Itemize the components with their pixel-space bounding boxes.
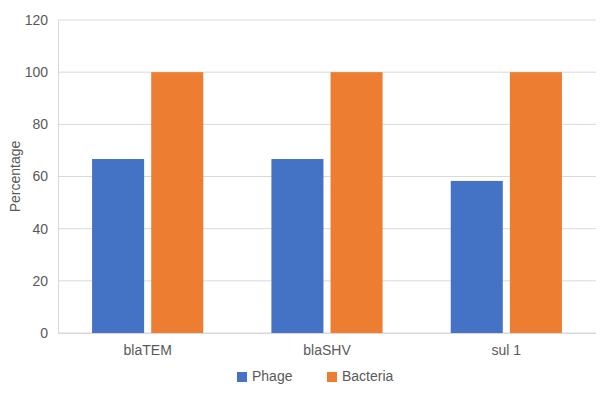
legend-label: Phage — [252, 368, 293, 384]
bar — [92, 159, 144, 333]
y-tick-label: 100 — [25, 64, 49, 80]
x-tick: sul 1 — [492, 333, 522, 358]
y-axis-title: Percentage — [7, 140, 23, 212]
bars — [92, 72, 562, 333]
y-tick: 120 — [25, 12, 58, 28]
y-tick: 40 — [32, 221, 58, 237]
y-tick: 20 — [32, 273, 58, 289]
series — [151, 72, 562, 333]
y-tick: 100 — [25, 64, 58, 80]
chart: 0 20 40 60 80 100 120 blaTEM blaSHV sul 1 Percenta… — [0, 0, 606, 401]
y-tick-label: 40 — [32, 221, 48, 237]
y-axis-line — [58, 21, 59, 334]
x-axis: blaTEM blaSHV sul 1 — [59, 333, 597, 358]
x-tick: blaTEM — [124, 333, 172, 358]
plot-area: 0 20 40 60 80 100 120 blaTEM blaSHV sul 1 — [25, 12, 597, 358]
y-axis: 0 20 40 60 80 100 120 — [25, 12, 59, 341]
grid — [58, 20, 596, 333]
bar — [510, 72, 562, 333]
x-tick-label: blaTEM — [124, 342, 172, 358]
bar — [151, 72, 203, 333]
legend-swatch — [237, 372, 247, 382]
bar — [271, 159, 323, 333]
x-tick: blaSHV — [303, 333, 351, 358]
y-tick-label: 120 — [25, 12, 49, 28]
x-tick-label: sul 1 — [492, 342, 522, 358]
y-tick-label: 60 — [32, 168, 48, 184]
y-tick-label: 80 — [32, 116, 48, 132]
legend-item: Bacteria — [327, 368, 394, 384]
grid-line — [58, 20, 596, 21]
x-tick-label: blaSHV — [303, 342, 351, 358]
legend-item: Phage — [237, 368, 293, 384]
legend-swatch — [327, 372, 337, 382]
y-tick: 0 — [40, 325, 58, 341]
legend: Phage Bacteria — [237, 368, 394, 384]
x-axis-line — [59, 333, 597, 334]
legend-label: Bacteria — [342, 368, 394, 384]
bar — [331, 72, 383, 333]
bar — [451, 181, 503, 333]
y-tick: 80 — [32, 116, 58, 132]
y-tick-label: 0 — [40, 325, 48, 341]
y-tick-label: 20 — [32, 273, 48, 289]
y-tick: 60 — [32, 168, 58, 184]
